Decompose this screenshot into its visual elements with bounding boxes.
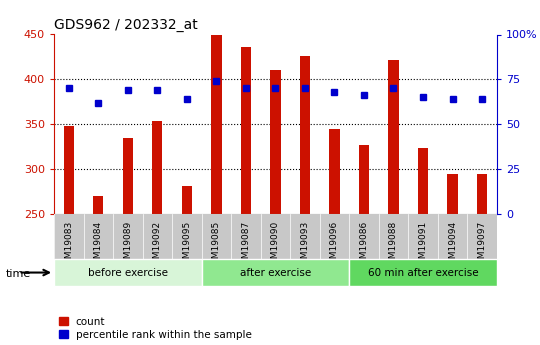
- Text: GDS962 / 202332_at: GDS962 / 202332_at: [54, 18, 198, 32]
- Text: GSM19096: GSM19096: [330, 221, 339, 270]
- Text: GSM19093: GSM19093: [300, 221, 309, 270]
- Bar: [329, 129, 340, 214]
- Legend: count, percentile rank within the sample: count, percentile rank within the sample: [59, 317, 252, 340]
- Text: GSM19091: GSM19091: [418, 221, 428, 270]
- Text: GSM19094: GSM19094: [448, 221, 457, 270]
- FancyBboxPatch shape: [349, 259, 497, 286]
- Text: GSM19083: GSM19083: [64, 221, 73, 270]
- Bar: [152, 121, 163, 214]
- Text: GSM19084: GSM19084: [94, 221, 103, 270]
- Text: GSM19088: GSM19088: [389, 221, 398, 270]
- Text: time: time: [5, 269, 31, 279]
- Text: GSM19085: GSM19085: [212, 221, 221, 270]
- Text: 60 min after exercise: 60 min after exercise: [368, 268, 478, 277]
- Bar: [64, 126, 74, 214]
- Bar: [241, 47, 251, 214]
- Text: after exercise: after exercise: [240, 268, 311, 277]
- Bar: [447, 174, 458, 214]
- Bar: [477, 174, 487, 214]
- Text: GSM19095: GSM19095: [183, 221, 191, 270]
- Bar: [300, 56, 310, 214]
- Text: GSM19086: GSM19086: [360, 221, 368, 270]
- FancyBboxPatch shape: [201, 259, 349, 286]
- Text: GSM19092: GSM19092: [153, 221, 162, 270]
- Bar: [418, 148, 428, 214]
- Bar: [270, 70, 281, 214]
- Text: GSM19089: GSM19089: [123, 221, 132, 270]
- Text: GSM19090: GSM19090: [271, 221, 280, 270]
- Bar: [211, 36, 221, 214]
- Bar: [388, 60, 399, 214]
- Text: GSM19097: GSM19097: [477, 221, 487, 270]
- Bar: [123, 138, 133, 214]
- Text: GSM19087: GSM19087: [241, 221, 251, 270]
- Bar: [359, 145, 369, 214]
- FancyBboxPatch shape: [54, 259, 201, 286]
- Bar: [181, 186, 192, 214]
- Text: before exercise: before exercise: [88, 268, 168, 277]
- Bar: [93, 196, 104, 214]
